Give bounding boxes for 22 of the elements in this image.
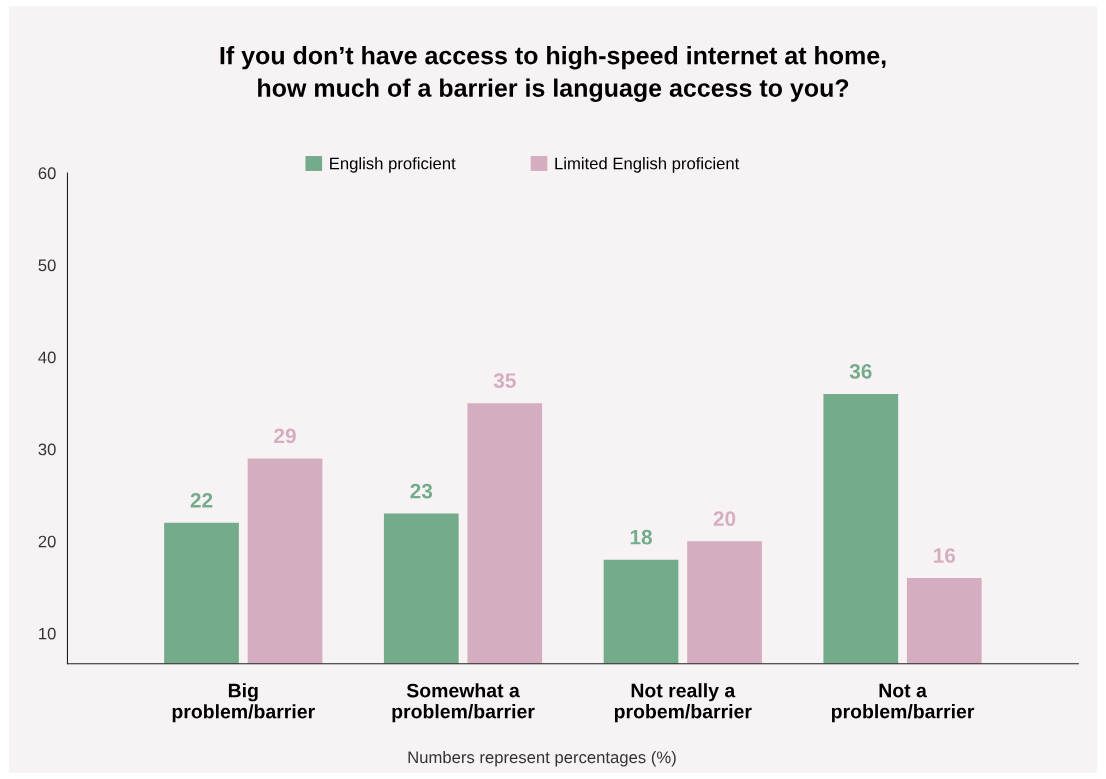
x-tick-label: Somewhat a problem/barrier — [392, 683, 535, 723]
y-tick-label: 30 — [38, 443, 56, 456]
y-tick-label: 60 — [38, 167, 56, 180]
data-label: 29 — [274, 428, 296, 444]
x-tick-label: Not really a probem/barrier — [614, 683, 752, 723]
y-tick-label: 10 — [39, 627, 56, 640]
data-label: 23 — [410, 483, 433, 499]
x-tick-label: Big problem/barrier — [172, 683, 315, 723]
y-tick-label: 50 — [38, 259, 56, 272]
chart-title: If you don’t have access to high-speed internet at home, how much of a barrier is language access to you? — [220, 46, 886, 102]
data-label: 20 — [713, 511, 736, 527]
data-label: 16 — [934, 548, 956, 563]
y-tick-label: 40 — [38, 351, 56, 364]
data-label: 18 — [630, 529, 652, 545]
data-label: 36 — [849, 364, 872, 379]
legend-label: Limited English proficient — [555, 157, 740, 173]
y-tick-label: 20 — [38, 535, 56, 548]
data-label: 35 — [493, 373, 516, 388]
legend-label: English proficient — [330, 157, 456, 173]
data-label: 22 — [190, 492, 213, 508]
text: Numbers represent percentages (%) — [408, 750, 676, 767]
x-tick-label: Not a problem/barrier — [831, 683, 975, 723]
